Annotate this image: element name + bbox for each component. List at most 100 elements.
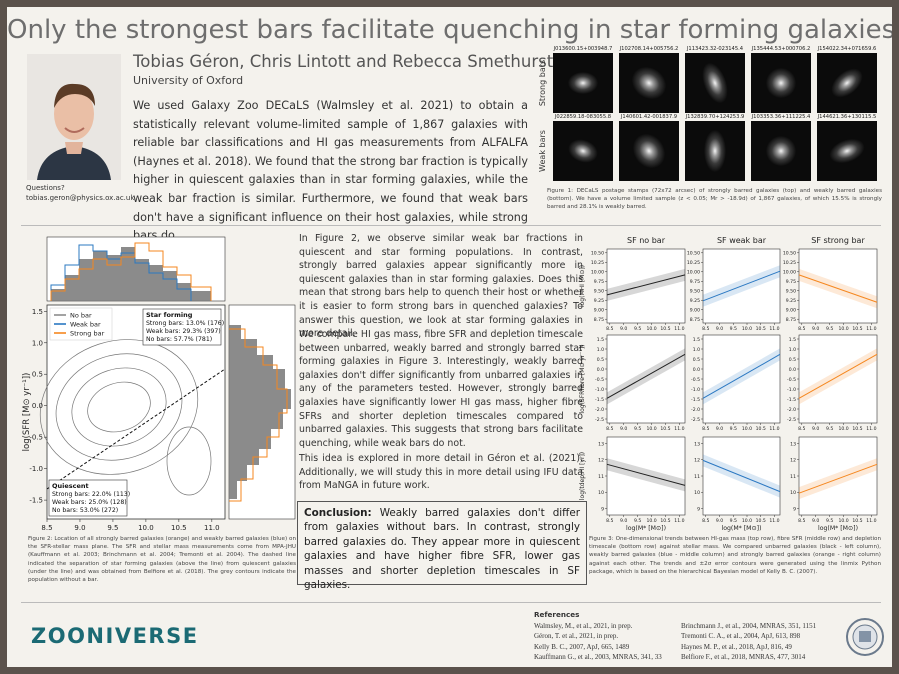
x-tick-label: 10.0 <box>742 426 752 432</box>
x-tick-label: 10.5 <box>852 426 862 432</box>
reference: Haynes M. P., et al., 2018, ApJ, 816, 49 <box>681 642 792 651</box>
panel-title: SF weak bar <box>717 236 767 245</box>
x-axis-label: log(M* [M⊙]) <box>626 525 666 532</box>
x-tick-label: 8.5 <box>606 326 613 332</box>
annotation-title: Star forming <box>146 311 193 319</box>
y-tick-label: 9.25 <box>594 298 604 304</box>
annotation-line: No bars: 53.0% (272) <box>52 507 118 514</box>
annotation-line: Weak bars: 29.3% (397) <box>146 328 221 335</box>
y-tick-label: 8.75 <box>594 317 604 323</box>
y-tick-label: 1.0 <box>597 347 604 353</box>
x-tick-label: 11.0 <box>674 426 684 432</box>
annotation-line: Strong bars: 13.0% (176) <box>146 320 224 327</box>
x-tick-label: 9.5 <box>730 518 737 524</box>
y-tick-label: 13 <box>694 441 700 447</box>
y-tick-label: 12 <box>790 458 796 464</box>
galaxy-glow <box>765 68 796 98</box>
figure-1: Strong bars J013600.15+003948.7 J102708.14… <box>538 46 877 181</box>
stamp-label: J022859.18-083055.8 <box>554 114 611 120</box>
contour <box>87 381 151 433</box>
stamp-label: J135444.53+000706.2 <box>751 46 811 52</box>
x-tick-label: 11.0 <box>866 426 876 432</box>
x-tick-label: 10.0 <box>646 518 656 524</box>
y-tick-label: 9.25 <box>786 298 796 304</box>
x-tick-label: 8.5 <box>41 524 52 532</box>
x-tick-label: 9.0 <box>716 426 723 432</box>
y-tick-label: 10.50 <box>687 251 700 257</box>
x-tick-label: 8.5 <box>702 426 709 432</box>
poster-title: Only the strongest bars facilitate quenc… <box>7 15 892 45</box>
figure-3: SF no bar 8.75 9.00 9.25 9.50 9.75 10.00 10.25 1… <box>579 236 878 532</box>
divider <box>21 225 881 226</box>
x-tick-label: 9.0 <box>620 426 627 432</box>
x-tick-label: 8.5 <box>702 518 709 524</box>
trend-line <box>606 463 686 486</box>
annotation-title: Quiescent <box>52 482 89 490</box>
x-tick-label: 10.5 <box>660 518 670 524</box>
y-tick-label: -1.0 <box>595 387 604 393</box>
figure-1-caption: Figure 1: DECaLS postage stamps (72x72 a… <box>547 188 882 211</box>
histogram-orange <box>50 242 212 301</box>
y-tick-label: 9.75 <box>690 279 700 285</box>
y-tick-label: 0.0 <box>789 367 796 373</box>
reference: Kelly B. C., 2007, ApJ, 665, 1489 <box>534 642 630 651</box>
y-axis-label: log(tdep,HI [yr]) <box>579 452 586 500</box>
contour <box>166 426 212 496</box>
y-tick-label: 10.25 <box>783 260 796 266</box>
x-tick-label: 8.5 <box>798 518 805 524</box>
x-tick-label: 9.0 <box>716 518 723 524</box>
y-tick-label: 11 <box>790 474 796 480</box>
row-label: Strong bars <box>538 60 547 106</box>
references-right: Brinchmann J., et al., 2004, MNRAS, 351,… <box>681 621 816 663</box>
y-tick-label: 9.50 <box>786 289 796 295</box>
stamp-label: J140601.42-001837.9 <box>620 114 677 120</box>
trend-line <box>702 353 781 399</box>
y-tick-label: 10 <box>790 490 796 496</box>
paragraph: In Figure 2, we observe similar weak bar… <box>299 233 583 340</box>
x-tick-label: 9.0 <box>812 426 819 432</box>
abstract: We used Galaxy Zoo DECaLS (Walmsley et a… <box>133 99 528 243</box>
y-tick-label: -1.5 <box>787 397 796 403</box>
y-tick-label: 10.50 <box>783 251 796 257</box>
x-tick-label: 11.0 <box>769 326 779 332</box>
paragraph: We compare HI gas mass, fibre SFR and de… <box>299 329 583 449</box>
questions-label: Questions? <box>26 184 65 192</box>
trend-line <box>798 353 878 399</box>
x-tick-label: 8.5 <box>606 518 613 524</box>
panel-title: SF no bar <box>627 236 666 245</box>
y-tick-label: 1.0 <box>693 347 700 353</box>
legend-label: Weak bar <box>70 321 101 329</box>
separation-line <box>46 368 226 490</box>
panel <box>798 248 878 324</box>
stamp-label: J113423.32-023145.4 <box>686 46 744 52</box>
x-tick-label: 10.5 <box>756 326 766 332</box>
reference: Belfiore F., et al., 2018, MNRAS, 477, 3… <box>681 653 806 662</box>
x-tick-label: 10.0 <box>838 426 848 432</box>
x-tick-label: 11.0 <box>769 518 779 524</box>
x-tick-label: 9.0 <box>620 518 627 524</box>
references-title: References <box>534 610 580 619</box>
y-tick-label: 1.0 <box>789 347 796 353</box>
y-tick-label: 11 <box>694 474 700 480</box>
y-tick-label: -1.0 <box>691 387 700 393</box>
panel <box>798 436 878 516</box>
y-tick-label: 9 <box>793 506 796 512</box>
y-tick-label: 10.25 <box>591 260 604 266</box>
x-tick-label: 9.0 <box>74 524 85 532</box>
x-tick-label: 8.5 <box>798 426 805 432</box>
x-tick-label: 10.5 <box>756 426 766 432</box>
x-tick-label: 9.0 <box>812 326 819 332</box>
x-tick-label: 10.5 <box>660 326 670 332</box>
reference: Tremonti C. A., et al., 2004, ApJ, 613, … <box>681 632 801 641</box>
affiliation: University of Oxford <box>133 74 244 87</box>
x-tick-label: 8.5 <box>606 426 613 432</box>
y-tick-label: 8.75 <box>786 317 796 323</box>
x-tick-label: 9.5 <box>107 524 118 532</box>
galaxy-glow <box>766 136 796 166</box>
y-tick-label: 10.50 <box>591 251 604 257</box>
y-tick-label: 9.75 <box>786 279 796 285</box>
y-tick-label: 9.00 <box>594 308 604 314</box>
y-tick-label: 11 <box>598 474 604 480</box>
row-label: Weak bars <box>538 130 547 172</box>
y-tick-label: 0.5 <box>32 371 43 379</box>
